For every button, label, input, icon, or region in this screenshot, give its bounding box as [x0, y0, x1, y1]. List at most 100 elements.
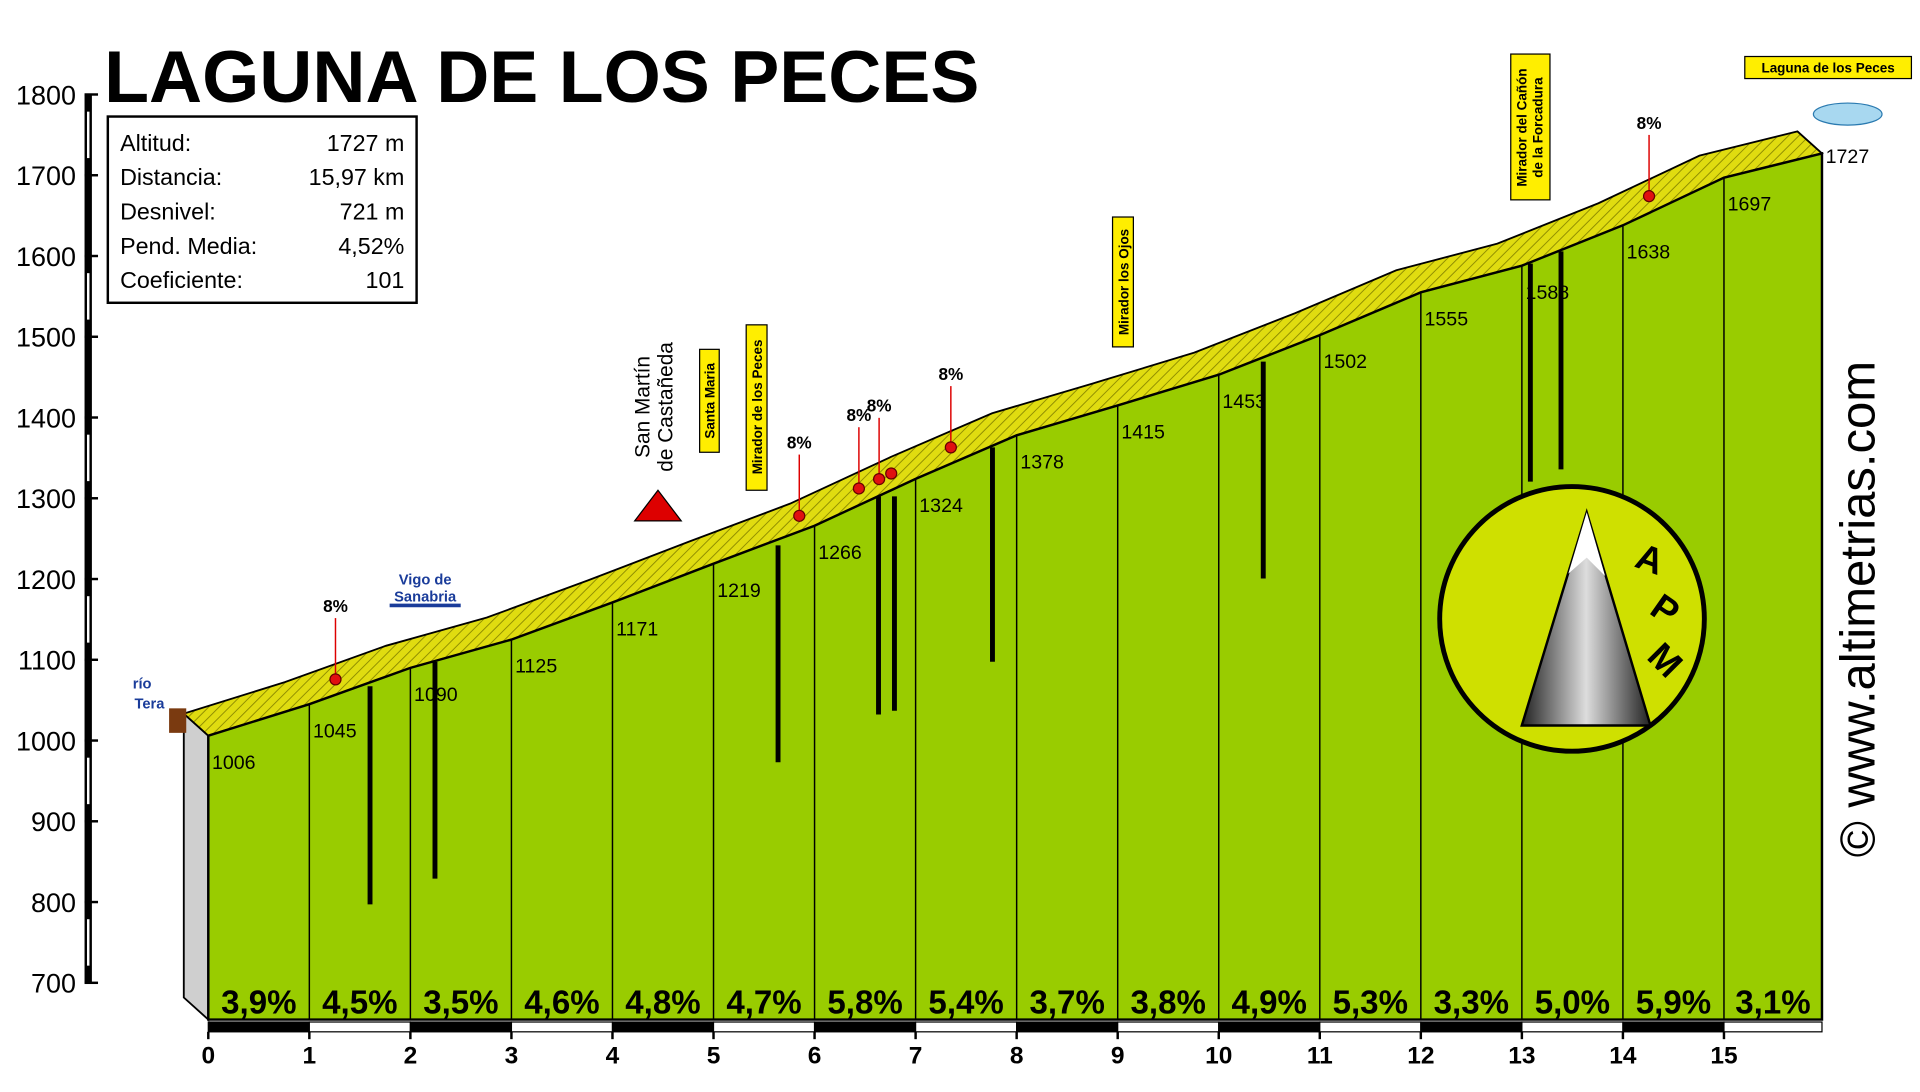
x-tick-label: 7 [909, 1043, 923, 1070]
gradient-label: 4,9% [1232, 984, 1307, 1021]
steep-point [1642, 190, 1656, 203]
altitude-label: 1415 [1121, 421, 1165, 443]
y-tick-label: 800 [31, 888, 76, 918]
base-segment [1521, 1021, 1624, 1033]
base-segment [914, 1021, 1018, 1033]
base-segment [1218, 1021, 1321, 1033]
base-segment [1420, 1021, 1523, 1033]
steep-label: 8% [787, 432, 812, 452]
x-tick-label: 4 [606, 1043, 620, 1070]
info-value: 1727 m [327, 130, 405, 156]
lake-icon [1812, 102, 1883, 126]
x-tick-label: 13 [1508, 1043, 1535, 1070]
gradient-label: 4,6% [524, 984, 599, 1021]
x-tick-label: 5 [707, 1043, 721, 1070]
base-segment [1723, 1021, 1823, 1033]
info-label: Pend. Media: [120, 233, 257, 259]
plot: 1006104510901125117112191266132413781415… [16, 80, 1869, 1069]
place-label: río [133, 677, 152, 693]
y-tick-label: 1600 [16, 242, 76, 272]
x-tick-label: 15 [1710, 1043, 1737, 1070]
altitude-label: 1125 [515, 656, 557, 678]
info-box [106, 115, 418, 305]
place-label: Sanabria [394, 590, 457, 606]
altitude-label: 1171 [616, 619, 658, 641]
altitude-label: 1555 [1425, 308, 1469, 330]
title: LAGUNA DE LOS PECES [104, 35, 979, 118]
steep-label: 8% [867, 396, 892, 416]
gradient-label: 5,4% [928, 984, 1003, 1021]
base-segment [409, 1021, 513, 1033]
label-box [1510, 53, 1551, 201]
place-label: San Martín [631, 356, 654, 458]
gradient-label: 4,8% [625, 984, 700, 1021]
village-icon [633, 489, 683, 522]
gradient-label: 4,5% [322, 984, 397, 1021]
gradient-label: 4,7% [726, 984, 801, 1021]
info-list: Altitud: 1727 m Distancia: 15,97 km Desnivel… [120, 130, 404, 293]
steep-point [885, 467, 898, 480]
x-tick-label: 6 [808, 1043, 822, 1070]
altitude-label: 1045 [313, 720, 357, 742]
place-label: Tera [135, 696, 166, 712]
place-label: de la Forcadura [1531, 77, 1546, 178]
altitude-label: 1588 [1526, 282, 1570, 304]
gradient-label: 3,8% [1131, 984, 1206, 1021]
altitude-label: 1378 [1020, 451, 1064, 473]
place-label: de Castañeda [655, 342, 678, 472]
info-value: 101 [366, 267, 405, 293]
place-label: Laguna de los Peces [1761, 60, 1894, 75]
y-tick-label: 700 [31, 969, 76, 999]
places: río Tera Vigo de Sanabria San Martín de … [133, 53, 1913, 733]
decor-bars [367, 251, 1564, 905]
info-value: 15,97 km [309, 164, 405, 190]
base-segment [1117, 1021, 1220, 1033]
info-label: Desnivel: [120, 198, 216, 224]
altitude-label: 1727 [1826, 146, 1870, 168]
altitude-label: 1697 [1728, 194, 1772, 216]
info-label: Altitud: [120, 130, 191, 156]
x-tick-label: 3 [505, 1043, 519, 1070]
gradient-label: 3,7% [1029, 984, 1104, 1021]
info-label: Distancia: [120, 164, 222, 190]
website: © www.altimetrias.com [1832, 361, 1886, 857]
altitude-label: 1324 [919, 495, 963, 517]
info-label: Coeficiente: [120, 267, 243, 293]
gradient-label: 5,8% [827, 984, 902, 1021]
place-label: Santa Maria [702, 362, 717, 438]
logo: A P M [1437, 484, 1707, 754]
gradient-label: 3,3% [1434, 984, 1509, 1021]
x-tick-label: 8 [1010, 1043, 1024, 1070]
x-tick-label: 0 [201, 1043, 215, 1070]
altitude-label: 1219 [717, 580, 761, 602]
y-tick-label: 1100 [18, 646, 76, 676]
base-segment [611, 1021, 715, 1033]
start-marker [169, 708, 187, 733]
base-segment [813, 1021, 917, 1033]
y-tick-label: 1700 [16, 161, 76, 191]
base-segment [1319, 1021, 1422, 1033]
gradient-label: 5,3% [1333, 984, 1408, 1021]
steep-label: 8% [323, 596, 348, 616]
steep-point [793, 509, 806, 522]
base-segment [510, 1021, 614, 1033]
y-tick-label: 1000 [16, 726, 76, 756]
place-label: Mirador del Cañón [1515, 68, 1530, 186]
base-segment [1622, 1021, 1725, 1033]
steep-point [852, 482, 866, 495]
gradient-label: 5,0% [1535, 984, 1610, 1021]
base-segment [712, 1021, 816, 1033]
steep-point [329, 673, 342, 686]
y-tick-label: 900 [31, 807, 76, 837]
x-tick-label: 11 [1307, 1043, 1333, 1070]
base-segment [1016, 1021, 1119, 1033]
altitude-label: 1638 [1627, 241, 1671, 263]
base-segment [308, 1021, 411, 1033]
label-box [699, 348, 720, 453]
x-tick-label: 2 [404, 1043, 418, 1070]
altitude-label: 1453 [1222, 391, 1266, 413]
altitude-label: 1006 [212, 752, 256, 774]
x-tick-label: 1 [303, 1043, 317, 1070]
gradient-label: 3,1% [1735, 984, 1810, 1021]
